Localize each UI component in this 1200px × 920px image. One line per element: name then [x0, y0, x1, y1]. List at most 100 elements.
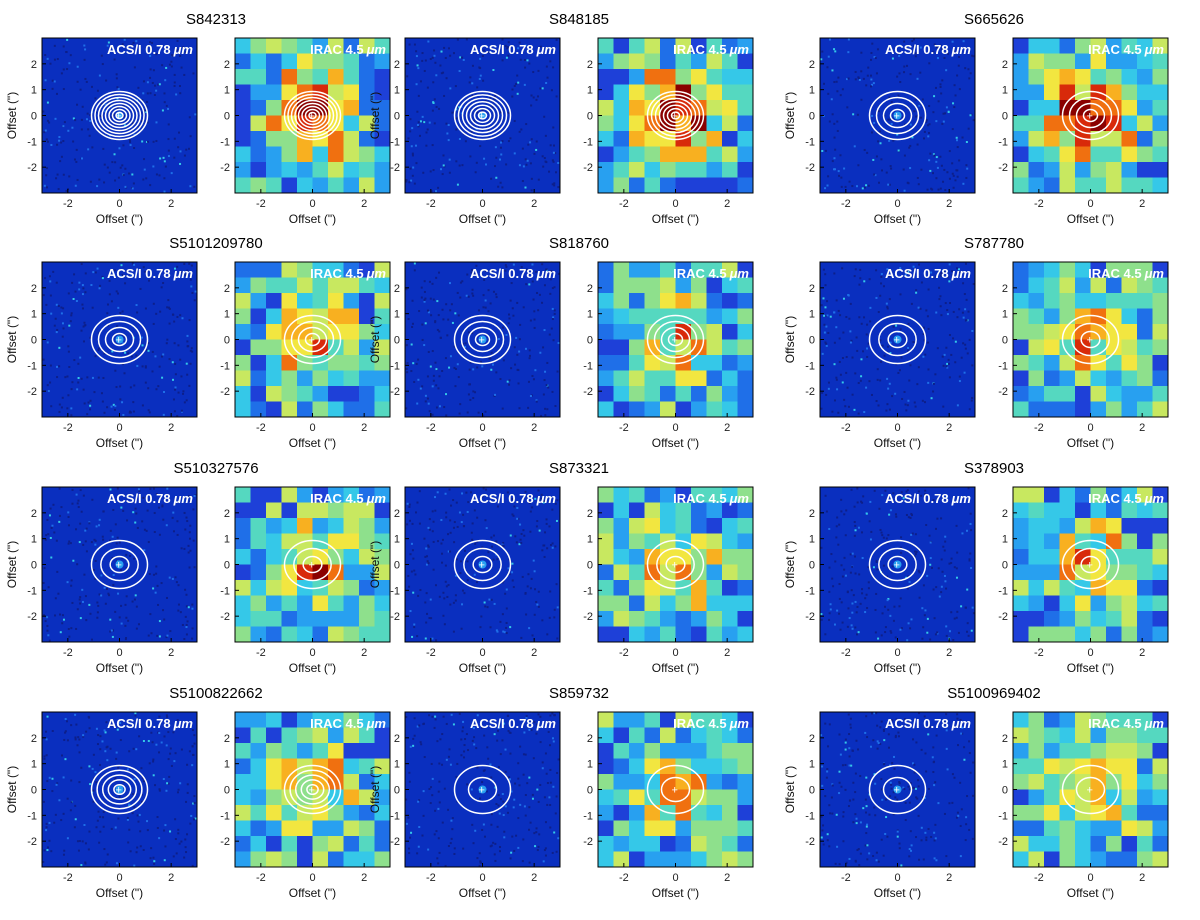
- irac-pixel: [629, 308, 645, 325]
- noise-pixel: [889, 352, 892, 355]
- irac-pixel: [722, 38, 738, 54]
- irac-pixel: [1121, 115, 1138, 132]
- noise-pixel: [158, 365, 161, 368]
- noise-pixel: [478, 864, 481, 867]
- noise-pixel: [939, 295, 942, 298]
- noise-pixel: [150, 847, 153, 850]
- noise-pixel: [872, 566, 875, 569]
- noise-pixel: [825, 393, 828, 396]
- flux-contour: [463, 547, 502, 582]
- noise-pixel: [940, 314, 943, 317]
- irac-pixel: [266, 162, 282, 178]
- noise-pixel: [482, 769, 485, 772]
- noise-pixel: [90, 284, 93, 287]
- noise-pixel: [909, 782, 912, 785]
- noise-pixel: [91, 376, 94, 379]
- irac-pixel: [266, 308, 282, 325]
- noise-pixel: [552, 151, 555, 154]
- noise-pixel: [906, 489, 909, 492]
- noise-pixel: [54, 813, 57, 816]
- noise-pixel: [67, 129, 70, 132]
- irac-pixel: [359, 277, 375, 294]
- x-tick-label: 0: [1087, 647, 1093, 659]
- irac-pixel: [629, 277, 645, 294]
- noise-pixel: [927, 787, 930, 790]
- irac-pixel: [629, 262, 645, 278]
- noise-pixel: [948, 263, 951, 266]
- noise-pixel: [851, 356, 854, 359]
- noise-pixel: [443, 787, 446, 790]
- irac-pixel: [1137, 774, 1153, 790]
- irac-pixel: [359, 626, 375, 643]
- irac-pixel: [644, 308, 661, 325]
- noise-pixel: [406, 371, 409, 374]
- optical-source: [893, 785, 902, 794]
- noise-pixel: [138, 735, 141, 738]
- noise-pixel: [412, 591, 415, 594]
- irac-pixel: [644, 69, 661, 85]
- noise-pixel: [512, 314, 515, 317]
- irac-pixel: [691, 277, 707, 294]
- noise-pixel: [130, 273, 133, 276]
- noise-pixel: [884, 605, 887, 608]
- noise-pixel: [107, 324, 110, 327]
- noise-pixel: [472, 842, 475, 845]
- noise-pixel: [533, 570, 536, 573]
- irac-pixel: [374, 177, 391, 194]
- noise-pixel: [127, 719, 130, 722]
- noise-pixel: [448, 748, 451, 751]
- irac-pixel: [266, 626, 282, 643]
- x-tick-label: 2: [1139, 872, 1145, 884]
- noise-pixel: [56, 173, 59, 176]
- noise-pixel: [429, 170, 432, 173]
- noise-pixel: [411, 127, 414, 130]
- irac-pixel: [1137, 820, 1153, 837]
- noise-pixel: [896, 830, 899, 833]
- irac-pixel: [706, 549, 723, 565]
- noise-pixel: [945, 496, 948, 499]
- noise-pixel: [494, 859, 497, 862]
- noise-pixel: [956, 146, 959, 149]
- noise-pixel: [409, 130, 412, 133]
- irac-pixel: [598, 84, 614, 101]
- irac-pixel: [722, 293, 738, 309]
- irac-pixel: [1059, 611, 1076, 627]
- noise-pixel: [513, 346, 516, 349]
- noise-pixel: [922, 796, 925, 799]
- noise-pixel: [466, 510, 469, 513]
- irac-pixel: [1013, 502, 1029, 519]
- irac-pixel: [1044, 401, 1060, 418]
- y-tick-label: -1: [998, 136, 1008, 148]
- noise-pixel: [126, 818, 129, 821]
- noise-pixel: [473, 509, 476, 512]
- irac-pixel: [598, 401, 614, 418]
- y-tick-label: 1: [1002, 534, 1008, 546]
- noise-pixel: [96, 185, 99, 188]
- noise-pixel: [464, 342, 467, 345]
- y-tick-label: 2: [224, 508, 230, 520]
- irac-pixel: [312, 293, 329, 309]
- noise-pixel: [429, 58, 432, 61]
- noise-pixel: [182, 46, 185, 49]
- irac-pixel: [722, 115, 738, 132]
- noise-pixel: [142, 496, 145, 499]
- noise-pixel: [869, 320, 872, 323]
- noise-pixel: [910, 514, 913, 517]
- noise-pixel: [63, 849, 66, 852]
- noise-pixel: [55, 331, 58, 334]
- noise-pixel: [103, 163, 106, 166]
- noise-pixel: [828, 590, 831, 593]
- irac-pixel: [1137, 533, 1153, 550]
- irac-pixel: [250, 487, 267, 503]
- irac-pixel: [1075, 370, 1091, 387]
- noise-pixel: [875, 560, 878, 563]
- noise-pixel: [866, 823, 869, 826]
- irac-pixel: [297, 69, 313, 85]
- noise-pixel: [69, 809, 72, 812]
- noise-pixel: [845, 509, 848, 512]
- y-tick-label: 2: [31, 508, 37, 520]
- irac-pixel: [1152, 38, 1169, 54]
- x-tick-label: 0: [116, 872, 122, 884]
- irac-pixel: [359, 324, 375, 340]
- noise-pixel: [180, 840, 183, 843]
